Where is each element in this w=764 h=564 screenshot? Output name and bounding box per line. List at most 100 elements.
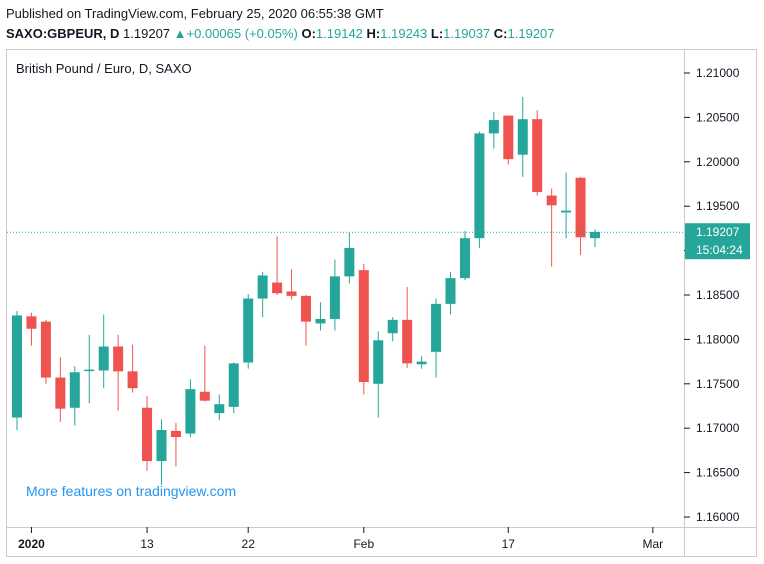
price-axis: 1.210001.205001.200001.195001.190001.185… — [684, 66, 740, 524]
candle — [575, 176, 586, 256]
watermark-link[interactable]: More features on tradingview.com — [26, 483, 236, 499]
last-price-badge — [685, 223, 750, 260]
last-price: 1.19207 — [123, 26, 171, 41]
candle — [214, 394, 225, 421]
chart-frame — [6, 49, 757, 557]
candle — [358, 263, 369, 395]
candle-body — [344, 247, 355, 277]
candle — [55, 357, 66, 422]
x-tick-label: 2020 — [18, 537, 45, 551]
candle — [474, 131, 485, 248]
time-axis: 2020 13 22 Feb 17 Mar — [18, 527, 663, 551]
candle-body — [286, 291, 297, 296]
candle — [69, 366, 80, 426]
candles — [12, 96, 600, 486]
candle — [315, 302, 326, 331]
candle — [228, 362, 239, 414]
candle — [98, 314, 109, 389]
candle — [272, 236, 283, 295]
close-label: C: — [493, 26, 508, 41]
candle-body — [488, 120, 499, 134]
y-tick-label: 1.17000 — [696, 421, 740, 435]
candle-body — [373, 340, 384, 384]
y-tick-label: 1.21000 — [696, 66, 740, 80]
y-tick-label: 1.19500 — [696, 199, 740, 213]
candle — [416, 356, 427, 369]
low-value: 1.19037 — [443, 26, 491, 41]
candle — [503, 115, 514, 165]
candle — [431, 298, 442, 378]
candle — [84, 334, 95, 404]
candle-body — [98, 346, 109, 371]
published-caption: Published on TradingView.com, February 2… — [6, 6, 384, 21]
candle — [459, 231, 470, 280]
candle-body — [358, 270, 369, 383]
price-change: +0.00065 (+0.05%) — [186, 26, 298, 41]
candle-body — [590, 231, 600, 239]
candle-body — [272, 282, 283, 294]
candle-body — [84, 369, 95, 372]
y-tick-label: 1.16000 — [696, 510, 740, 524]
candle — [142, 396, 153, 471]
low-label: L: — [430, 26, 444, 41]
candle — [561, 172, 572, 239]
candle-body — [156, 429, 167, 462]
chart-title: British Pound / Euro, D, SAXO — [16, 61, 192, 76]
y-tick-label: 1.18500 — [696, 288, 740, 302]
candle — [243, 294, 254, 369]
candle-body — [55, 377, 66, 409]
candle-body — [243, 298, 254, 363]
x-tick-label: Feb — [353, 537, 374, 551]
y-tick-label: 1.18000 — [696, 332, 740, 346]
x-tick-label: 17 — [502, 537, 516, 551]
candle-body — [459, 238, 470, 279]
candle — [286, 269, 297, 300]
candle-body — [185, 389, 196, 434]
candle — [532, 110, 543, 196]
up-arrow-icon: ▲ — [173, 26, 187, 41]
candle — [387, 317, 398, 342]
candle — [373, 331, 384, 418]
candle-body — [387, 319, 398, 334]
candle-body — [517, 119, 528, 155]
candle-body — [402, 319, 413, 364]
candle — [402, 287, 413, 368]
candle — [301, 295, 311, 346]
candle-body — [301, 295, 311, 322]
candle-body — [69, 372, 80, 408]
candle — [257, 271, 268, 318]
open-label: O: — [301, 26, 316, 41]
candle — [445, 271, 456, 315]
candle-body — [546, 195, 557, 206]
candle-body — [142, 407, 153, 462]
candle — [113, 334, 124, 411]
x-tick-label: Mar — [642, 537, 663, 551]
candle — [199, 345, 210, 402]
candle-body — [257, 275, 268, 299]
candle-body — [431, 303, 442, 352]
candle-body — [575, 177, 586, 238]
candle — [26, 312, 37, 346]
candle-body — [113, 346, 124, 372]
symbol-label: SAXO:GBPEUR, D — [6, 26, 120, 41]
candle — [488, 112, 499, 149]
last-price-badge-value: 1.19207 — [696, 225, 740, 239]
candle-body — [416, 361, 427, 365]
candle-body — [329, 276, 340, 319]
candle-body — [127, 371, 138, 389]
bar-countdown: 15:04:24 — [696, 243, 743, 257]
high-value: 1.19243 — [380, 26, 428, 41]
candle-body — [40, 321, 51, 378]
x-tick-label: 22 — [242, 537, 256, 551]
last-price-marker: 1.19207 15:04:24 — [7, 223, 750, 260]
y-tick-label: 1.20500 — [696, 110, 740, 124]
candle — [546, 188, 557, 267]
candle-body — [228, 363, 239, 407]
open-value: 1.19142 — [315, 26, 363, 41]
close-value: 1.19207 — [507, 26, 555, 41]
candle — [40, 319, 51, 384]
candle-body — [199, 391, 210, 401]
symbol-quote-bar: SAXO:GBPEUR, D 1.19207 ▲+0.00065 (+0.05%… — [6, 26, 555, 41]
candle-body — [170, 430, 181, 438]
